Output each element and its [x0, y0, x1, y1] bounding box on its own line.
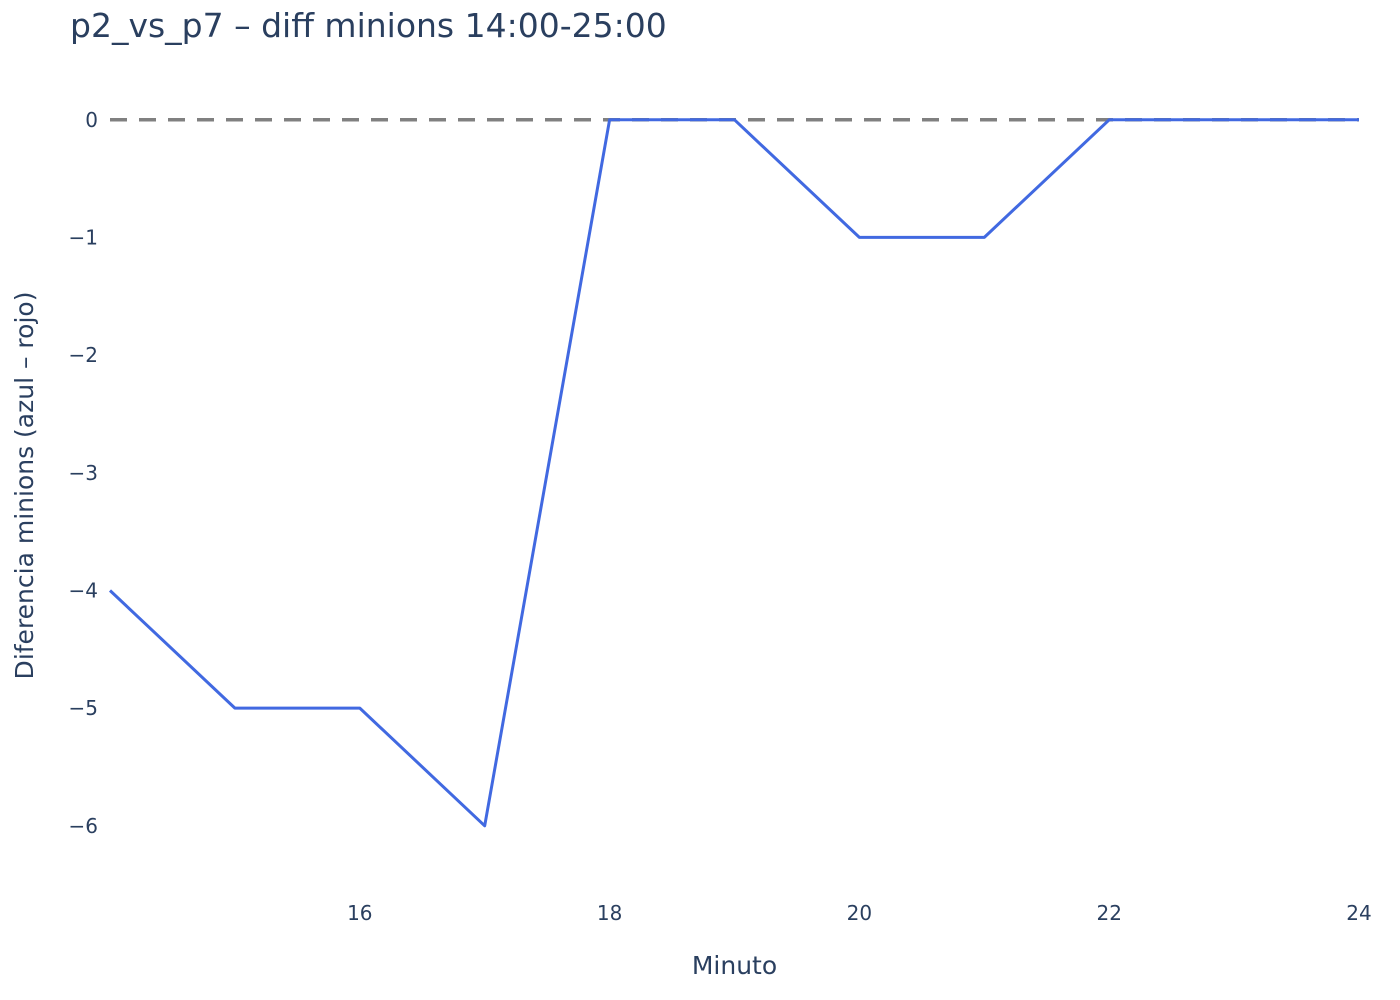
y-axis-title: Diferencia minions (azul – rojo)	[10, 292, 39, 680]
x-tick-label: 22	[1096, 901, 1121, 925]
series-line-0	[108, 118, 1359, 828]
series-layer	[108, 118, 1359, 828]
y-tick-label: −6	[69, 814, 98, 838]
y-axis-ticks: 0 −1 −2 −3 −4 −5 −6	[69, 108, 98, 838]
chart-title: p2_vs_p7 – diff minions 14:00-25:00	[70, 6, 667, 45]
x-axis-title: Minuto	[692, 951, 777, 980]
y-tick-label: −3	[69, 461, 98, 485]
x-tick-label: 18	[597, 901, 622, 925]
y-tick-label: −5	[69, 696, 98, 720]
y-tick-label: 0	[85, 108, 98, 132]
y-tick-label: −2	[69, 343, 98, 367]
y-tick-label: −1	[69, 225, 98, 249]
x-tick-label: 20	[847, 901, 872, 925]
x-axis-ticks: 16 18 20 22 24	[347, 901, 1372, 925]
x-tick-label: 16	[347, 901, 372, 925]
y-tick-label: −4	[69, 578, 98, 602]
x-tick-label: 24	[1346, 901, 1371, 925]
